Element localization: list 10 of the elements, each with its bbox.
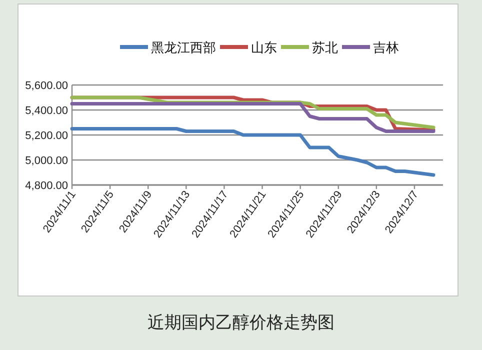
legend-label: 山东 xyxy=(251,40,277,55)
y-tick-label: 5,000.00 xyxy=(25,155,68,167)
text: 近期国内乙醇价格走势图 xyxy=(148,313,334,332)
legend-label: 黑龙江西部 xyxy=(151,40,216,55)
legend-label: 吉林 xyxy=(373,40,399,55)
legend-label: 苏北 xyxy=(312,40,338,55)
y-tick-label: 4,800.00 xyxy=(25,180,68,192)
y-tick-label: 5,200.00 xyxy=(25,130,68,142)
y-tick-label: 5,600.00 xyxy=(25,80,68,92)
y-tick-label: 5,400.00 xyxy=(25,105,68,117)
